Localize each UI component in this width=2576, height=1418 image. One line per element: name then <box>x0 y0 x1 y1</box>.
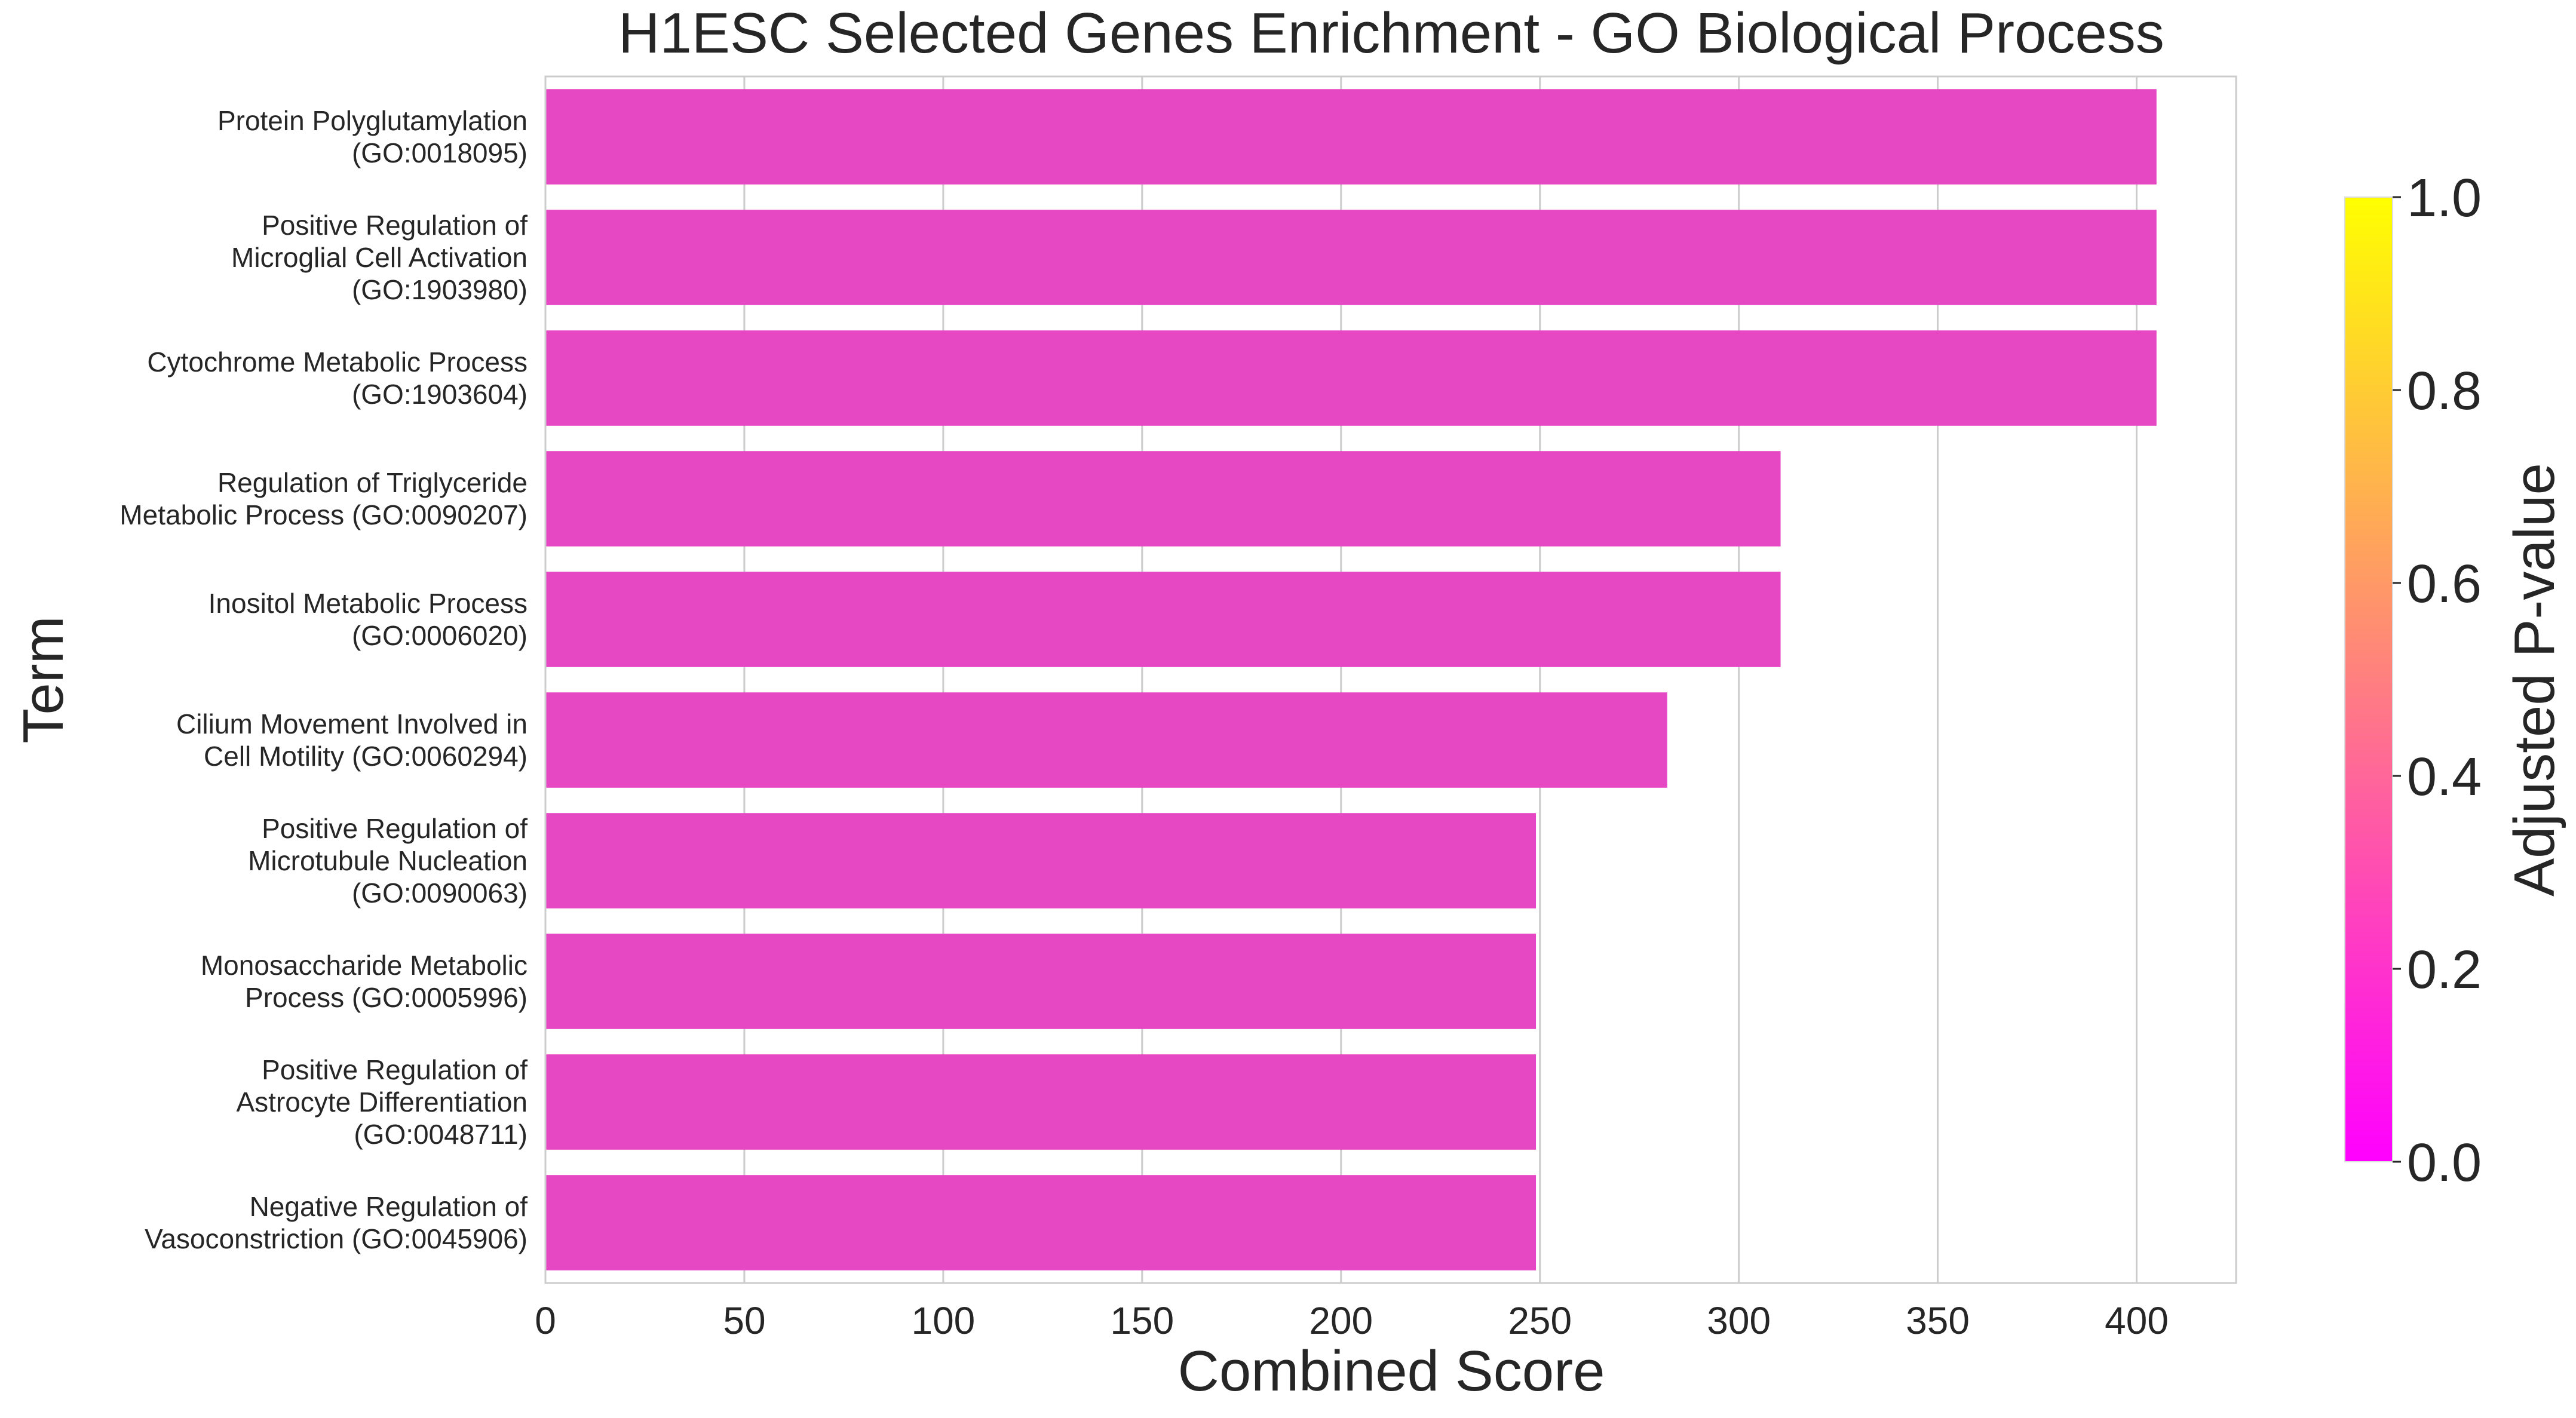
y-tick-label: Cytochrome Metabolic Process (GO:1903604) <box>147 346 528 410</box>
y-tick-label: Protein Polyglutamylation (GO:0018095) <box>217 105 528 168</box>
y-tick-label: Negative Regulation of Vasoconstriction (… <box>145 1191 528 1254</box>
colorbar-tick-label: 1.0 <box>2407 168 2482 228</box>
x-tick-label: 100 <box>911 1299 975 1342</box>
colorbar-ticks: 0.0 0.2 0.4 0.6 0.8 1.0 <box>2393 168 2482 1193</box>
y-tick-label: Monosaccharide Metabolic Process (GO:0005… <box>201 950 528 1013</box>
colorbar <box>2344 197 2393 1162</box>
x-tick-label: 0 <box>535 1299 556 1342</box>
x-tick-labels: 0 50 100 150 200 250 300 350 400 <box>535 1299 2169 1342</box>
y-tick-labels: Protein Polyglutamylation (GO:0018095) Pos… <box>119 105 528 1254</box>
y-axis-label: Term <box>11 616 75 743</box>
bar <box>545 692 1667 788</box>
x-axis-label: Combined Score <box>1177 1339 1605 1403</box>
y-tick-label: Positive Regulation of Astrocyte Differen… <box>237 1054 528 1150</box>
bar <box>545 89 2157 185</box>
bar <box>545 330 2157 426</box>
colorbar-tick-label: 0.4 <box>2407 747 2482 807</box>
bar <box>545 813 1537 908</box>
x-tick-label: 50 <box>723 1299 765 1342</box>
chart-title: H1ESC Selected Genes Enrichment - GO Bio… <box>618 1 2164 65</box>
colorbar-tick-label: 0.8 <box>2407 361 2482 421</box>
x-tick-label: 350 <box>1906 1299 1970 1342</box>
colorbar-tick-label: 0.2 <box>2407 940 2482 1000</box>
colorbar-label: Adjusted P-value <box>2503 463 2566 897</box>
y-tick-label: Inositol Metabolic Process (GO:0006020) <box>208 588 528 651</box>
x-tick-label: 150 <box>1110 1299 1174 1342</box>
x-tick-label: 200 <box>1309 1299 1373 1342</box>
bar <box>545 934 1537 1029</box>
x-tick-label: 300 <box>1707 1299 1771 1342</box>
colorbar-tick-label: 0.0 <box>2407 1133 2482 1193</box>
bar <box>545 451 1781 547</box>
bars <box>545 89 2157 1270</box>
bar <box>545 210 2157 305</box>
colorbar-tick-label: 0.6 <box>2407 554 2482 614</box>
bar <box>545 1054 1537 1150</box>
x-tick-label: 400 <box>2105 1299 2169 1342</box>
y-tick-label: Positive Regulation of Microglial Cell Ac… <box>231 210 528 305</box>
bar <box>545 1175 1537 1270</box>
y-tick-label: Regulation of Triglyceride Metabolic Proc… <box>119 467 528 530</box>
y-tick-label: Positive Regulation of Microtubule Nuclea… <box>248 813 528 908</box>
x-tick-label: 250 <box>1508 1299 1572 1342</box>
plot-frame <box>544 75 2237 1284</box>
bar <box>545 572 1781 667</box>
y-tick-label: Cilium Movement Involved in Cell Motility… <box>176 708 528 772</box>
